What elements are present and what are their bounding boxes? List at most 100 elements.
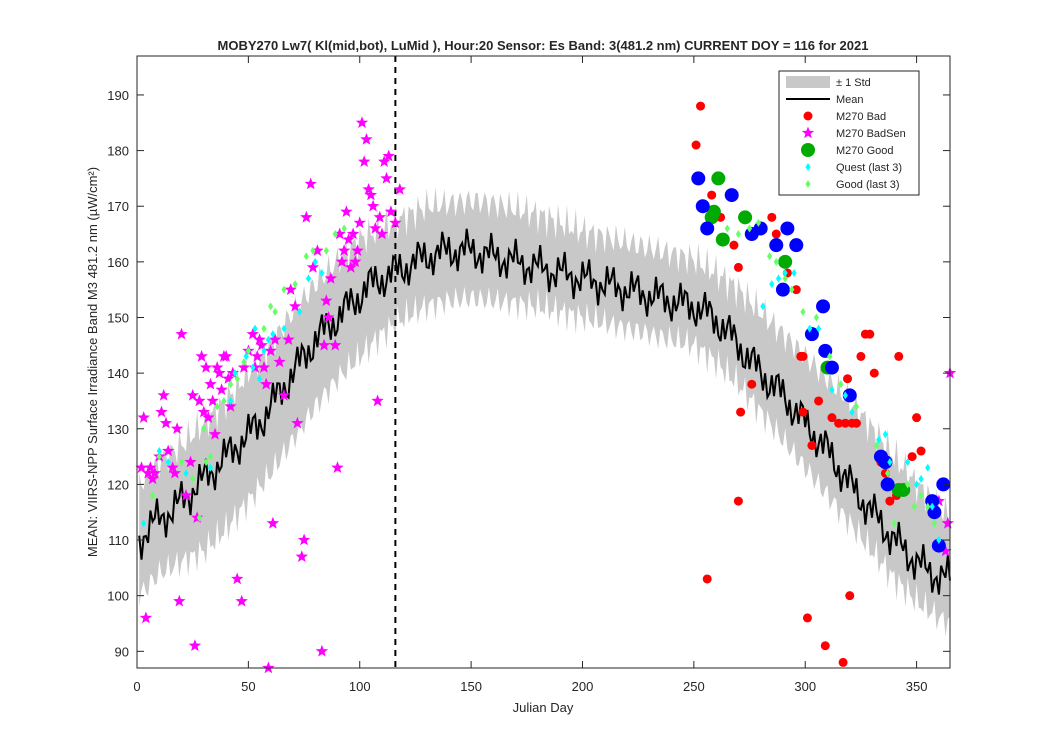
y-tick-label: 90	[115, 644, 129, 659]
data-point	[297, 533, 311, 546]
data-point	[369, 222, 382, 234]
data-point	[146, 472, 159, 485]
legend-items: ± 1 Std Mean M270 Bad M270 BadSen M270 Good Q…	[786, 76, 906, 191]
data-point	[331, 461, 344, 473]
data-point	[865, 329, 875, 339]
data-point	[364, 188, 378, 201]
data-point	[202, 411, 215, 423]
data-point	[338, 244, 351, 256]
data-point	[222, 372, 235, 384]
data-point	[389, 216, 402, 229]
data-point	[207, 452, 214, 461]
data-point	[840, 418, 850, 428]
data-point	[277, 388, 291, 401]
data-point	[231, 572, 244, 585]
x-axis-label: Julian Day	[513, 700, 574, 715]
data-point	[165, 458, 171, 467]
data-point	[798, 351, 808, 361]
data-point	[204, 377, 217, 390]
data-point	[736, 407, 746, 417]
data-point	[268, 302, 274, 311]
x-tick-label: 350	[906, 679, 928, 694]
data-point	[382, 149, 395, 162]
data-point	[393, 183, 406, 195]
data-point	[155, 405, 168, 418]
data-point	[250, 363, 256, 372]
data-point	[355, 116, 369, 128]
series-m270-good	[704, 171, 911, 497]
data-point	[891, 519, 897, 528]
data-point	[362, 183, 375, 195]
data-point	[882, 430, 889, 439]
data-point	[295, 550, 308, 562]
data-point	[373, 210, 386, 223]
data-point	[264, 344, 277, 357]
data-point	[268, 333, 282, 345]
data-point	[916, 446, 926, 456]
data-point	[931, 519, 938, 528]
data-point	[191, 511, 204, 523]
data-point	[842, 391, 848, 400]
data-point	[829, 385, 835, 394]
data-point	[224, 400, 237, 412]
data-point	[807, 440, 817, 450]
data-point	[691, 140, 701, 150]
data-point	[214, 402, 220, 411]
data-point	[142, 466, 155, 479]
data-point	[144, 461, 157, 473]
data-point	[880, 477, 895, 492]
data-point	[807, 324, 813, 333]
data-point	[351, 244, 364, 256]
data-point	[358, 155, 371, 167]
data-point	[213, 366, 226, 379]
data-point	[195, 349, 208, 362]
data-point	[849, 408, 855, 417]
data-point	[256, 374, 263, 383]
data-point	[905, 480, 911, 489]
data-point	[261, 346, 267, 355]
data-point	[936, 536, 942, 545]
data-point	[173, 594, 186, 607]
data-point	[157, 388, 170, 401]
data-point	[939, 544, 952, 557]
data-point	[265, 335, 272, 344]
data-point	[206, 394, 219, 407]
data-point	[845, 591, 855, 601]
data-point	[219, 349, 233, 362]
data-point	[170, 422, 184, 434]
y-tick-label: 190	[107, 88, 129, 103]
data-point	[798, 407, 808, 417]
data-point	[853, 402, 860, 411]
data-point	[702, 574, 712, 584]
data-point	[221, 396, 227, 405]
data-point	[148, 466, 161, 479]
data-point	[332, 230, 338, 239]
data-point	[305, 274, 312, 283]
legend-label: M270 Good	[836, 145, 893, 157]
y-tick-label: 140	[107, 366, 129, 381]
data-point	[918, 474, 924, 483]
data-point	[139, 611, 153, 624]
data-point	[814, 396, 824, 406]
data-point	[769, 238, 784, 253]
data-point	[289, 299, 302, 312]
data-point	[813, 313, 819, 322]
y-tick-label: 110	[108, 533, 129, 548]
data-point	[715, 232, 730, 247]
data-point	[834, 418, 844, 428]
legend-swatch-marker	[801, 143, 815, 157]
data-point	[827, 352, 833, 361]
data-point	[724, 188, 739, 203]
data-point	[183, 469, 189, 478]
data-point	[227, 380, 234, 389]
data-point	[873, 441, 880, 450]
data-point	[838, 657, 848, 667]
data-point	[270, 330, 276, 339]
data-point	[791, 268, 797, 277]
data-point	[162, 444, 175, 457]
data-point	[711, 171, 726, 186]
legend-item: Good (last 3)	[805, 179, 900, 191]
data-point	[322, 311, 335, 323]
data-point	[149, 491, 156, 500]
